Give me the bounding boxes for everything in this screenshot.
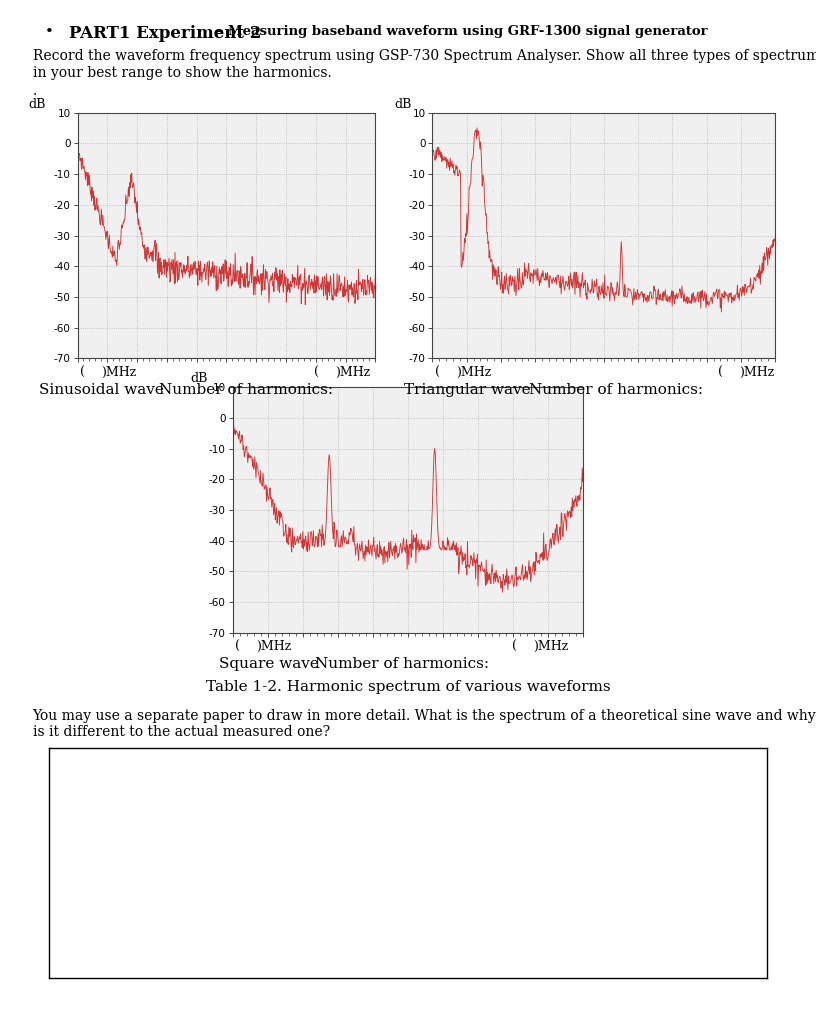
Text: )MHz: )MHz [101,366,136,379]
Text: Number of harmonics:: Number of harmonics: [315,657,489,672]
Text: (: ( [235,640,240,653]
Text: )MHz: )MHz [533,640,568,653]
Text: – Measuring baseband waveform using GRF-1300 signal generator: – Measuring baseband waveform using GRF-… [212,25,707,38]
Text: )MHz: )MHz [335,366,370,379]
Text: dB: dB [395,98,412,111]
Text: Sinusoidal wave: Sinusoidal wave [39,383,164,397]
Text: (: ( [80,366,85,379]
Text: You may use a separate paper to draw in more detail. What is the spectrum of a t: You may use a separate paper to draw in … [33,709,816,723]
Text: •: • [45,25,54,39]
Text: (: ( [314,366,319,379]
Text: Triangular wave: Triangular wave [404,383,530,397]
Text: )MHz: )MHz [256,640,291,653]
Text: .: . [33,84,37,98]
Text: PART1 Experiment 2: PART1 Experiment 2 [69,25,262,42]
Text: Number of harmonics:: Number of harmonics: [529,383,703,397]
Text: (: ( [435,366,440,379]
Text: )MHz: )MHz [739,366,774,379]
Text: (: ( [512,640,517,653]
Text: )MHz: )MHz [456,366,491,379]
Text: Square wave: Square wave [219,657,318,672]
Text: Table 1-2. Harmonic spectrum of various waveforms: Table 1-2. Harmonic spectrum of various … [206,680,610,694]
Text: (: ( [718,366,723,379]
Text: dB: dB [190,373,208,385]
Text: Number of harmonics:: Number of harmonics: [159,383,333,397]
Text: Record the waveform frequency spectrum using GSP-730 Spectrum Analyser. Show all: Record the waveform frequency spectrum u… [33,49,816,63]
Text: dB: dB [29,98,46,111]
Text: is it different to the actual measured one?: is it different to the actual measured o… [33,725,330,739]
Text: in your best range to show the harmonics.: in your best range to show the harmonics… [33,66,331,80]
